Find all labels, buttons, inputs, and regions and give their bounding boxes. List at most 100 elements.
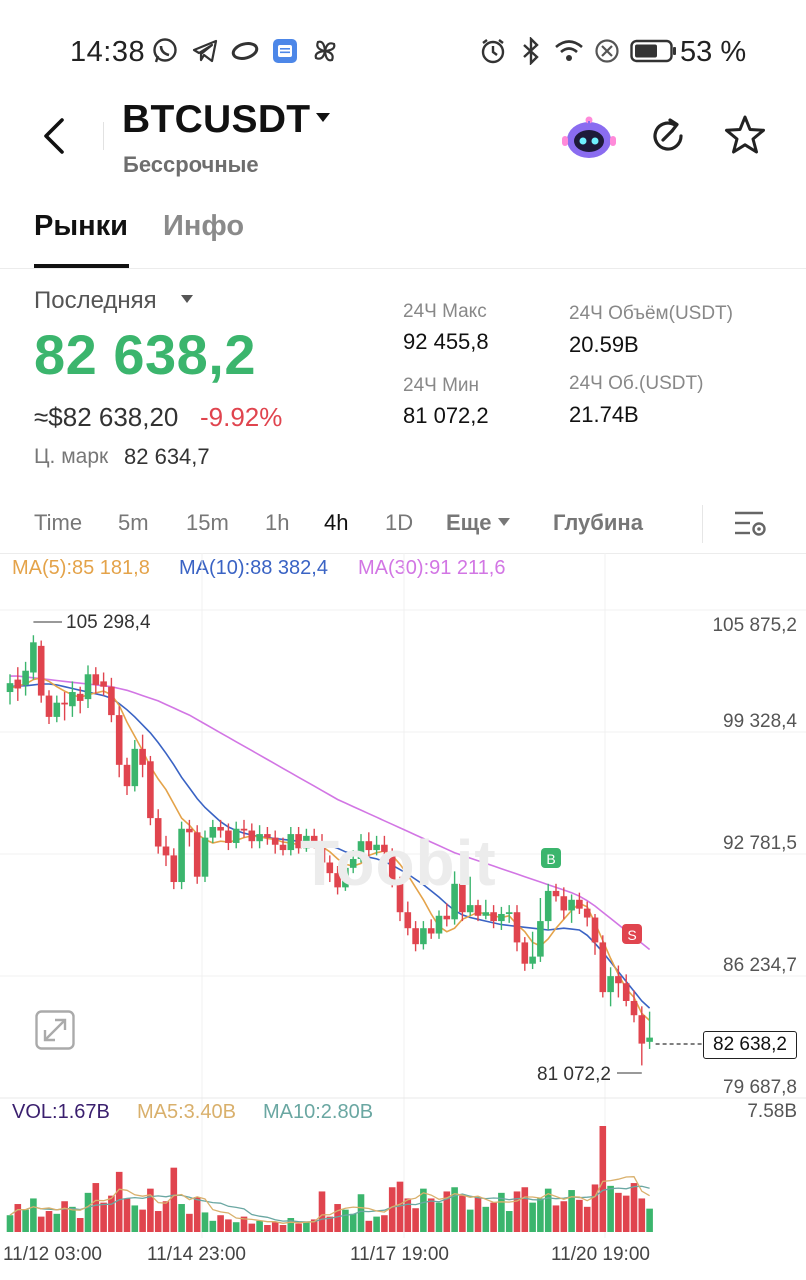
- candle-body: [271, 837, 279, 845]
- volume-bar: [576, 1199, 583, 1232]
- volume-bar: [630, 1183, 638, 1232]
- price-axis-label: 105 875,2: [712, 615, 797, 636]
- volume-bar: [37, 1216, 45, 1232]
- candle-body: [490, 912, 497, 922]
- candle-body: [599, 942, 607, 993]
- volume-bar: [420, 1188, 427, 1232]
- caret-down-icon[interactable]: [316, 113, 330, 122]
- volume-bar: [310, 1219, 318, 1232]
- volume-bar: [22, 1209, 29, 1232]
- volume-bar: [61, 1201, 68, 1232]
- chart-top-divider: [0, 553, 806, 554]
- expand-chart-icon[interactable]: [35, 1010, 75, 1050]
- volume-ma10-line: [9, 1185, 650, 1223]
- candle-body: [388, 851, 396, 881]
- timeframe-5m[interactable]: 5m: [118, 510, 149, 535]
- favorite-star-icon[interactable]: [724, 114, 766, 156]
- volume-bar: [490, 1202, 497, 1232]
- candle-body: [544, 890, 552, 922]
- candle-body: [607, 976, 614, 993]
- candle-body: [474, 905, 482, 916]
- tabs-divider: [0, 268, 806, 269]
- price-axis-label: 79 687,8: [723, 1077, 797, 1098]
- last-price-label[interactable]: Последняя: [34, 287, 157, 314]
- volume-bar: [607, 1185, 614, 1232]
- header-divider: [103, 122, 104, 150]
- volume-bar: [193, 1197, 201, 1232]
- low-24h-label: 24Ч Мин: [403, 375, 480, 396]
- volume-bar: [537, 1198, 544, 1232]
- pair-selector[interactable]: BTCUSDT: [122, 98, 311, 141]
- volume-bar: [459, 1195, 466, 1232]
- timeframe-4h[interactable]: 4h: [324, 510, 349, 535]
- volume-bar: [513, 1191, 521, 1232]
- timeframe-15m[interactable]: 15m: [186, 510, 229, 535]
- pinwheel-icon: [310, 36, 340, 66]
- candle-body: [420, 928, 427, 945]
- status-time: 14:38: [70, 36, 146, 68]
- volume-bar: [271, 1222, 279, 1232]
- volume-ma10-legend: MA10:2.80B: [263, 1101, 374, 1123]
- volume-bar: [248, 1223, 256, 1232]
- volume-bar: [123, 1198, 131, 1232]
- volume-bar: [388, 1187, 396, 1232]
- timeframe-time[interactable]: Time: [34, 510, 83, 535]
- candle-body: [232, 828, 240, 843]
- high-24h-label: 24Ч Макс: [403, 301, 487, 322]
- back-button[interactable]: [34, 112, 78, 160]
- candle-body: [30, 642, 37, 673]
- volume-bar: [443, 1191, 451, 1232]
- tab-markets[interactable]: Рынки: [34, 210, 128, 242]
- volume-bar: [591, 1184, 599, 1232]
- volume-bar: [505, 1211, 513, 1232]
- caret-down-icon[interactable]: [498, 518, 510, 526]
- candle-body: [201, 837, 209, 877]
- candle-body: [373, 844, 380, 851]
- candle-body: [318, 841, 326, 863]
- volume-bar: [69, 1206, 76, 1232]
- dnd-icon: [592, 36, 622, 66]
- volume-bar: [396, 1181, 404, 1232]
- candle-body: [482, 912, 490, 916]
- timeframe-1d[interactable]: 1D: [385, 510, 414, 535]
- candle-body: [154, 818, 162, 847]
- tab-info[interactable]: Инфо: [163, 210, 245, 242]
- volume-bar: [412, 1208, 419, 1232]
- candle-body: [69, 692, 76, 707]
- volume-bar: [45, 1211, 53, 1232]
- battery-icon: [630, 36, 678, 66]
- date-axis-label: 11/17 19:00: [350, 1244, 449, 1265]
- volume-bar: [427, 1198, 435, 1232]
- high-annotation: 105 298,4: [66, 612, 151, 633]
- candlestick-chart[interactable]: BS: [0, 553, 806, 1280]
- timeframe-1h[interactable]: 1h: [265, 510, 290, 535]
- volume-bar: [240, 1216, 248, 1232]
- volume-24h-label: 24Ч Объём(USDT): [569, 303, 733, 324]
- bot-assistant-icon[interactable]: [560, 114, 618, 160]
- volume-bar: [638, 1198, 646, 1232]
- volume-bar: [53, 1213, 61, 1232]
- refresh-icon[interactable]: [648, 116, 688, 156]
- candle-body: [162, 846, 170, 856]
- volume-bar: [568, 1190, 575, 1232]
- caret-down-icon[interactable]: [181, 295, 193, 303]
- candle-body: [334, 873, 341, 888]
- candle-body: [14, 679, 22, 689]
- depth-tab[interactable]: Глубина: [553, 510, 643, 535]
- chart-settings-icon[interactable]: [733, 508, 769, 540]
- candle-body: [552, 890, 560, 897]
- candle-body: [498, 913, 505, 922]
- low-annotation: 81 072,2: [537, 1064, 611, 1085]
- sell-marker: [622, 924, 642, 944]
- volume-bar: [466, 1209, 474, 1232]
- active-tab-indicator: [34, 264, 129, 268]
- candle-body: [591, 917, 599, 943]
- ma10-legend: MA(10):88 382,4: [179, 557, 328, 579]
- alarm-icon: [478, 36, 508, 66]
- timeframe-more[interactable]: Еще: [446, 510, 492, 535]
- candle-body: [22, 670, 29, 685]
- mark-price-label: Ц. марк: [34, 445, 109, 468]
- volume-bar: [365, 1220, 373, 1232]
- volume-bar: [131, 1205, 139, 1232]
- candle-body: [100, 681, 107, 687]
